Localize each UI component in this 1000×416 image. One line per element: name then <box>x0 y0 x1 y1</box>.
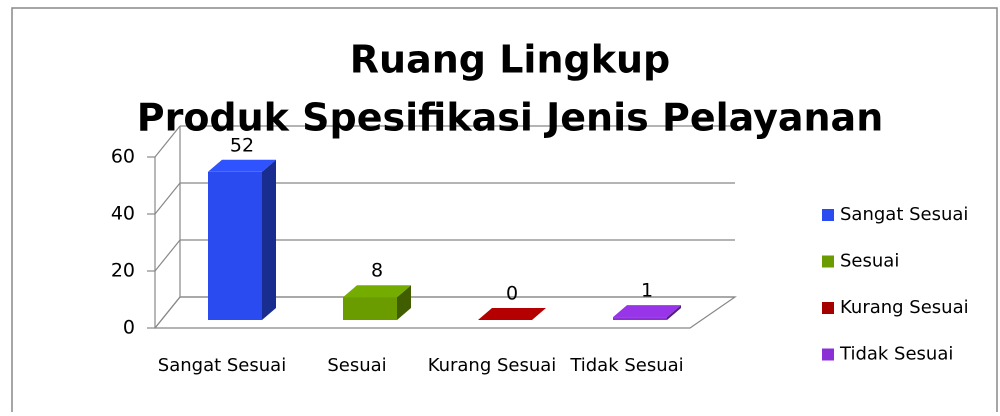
bar-side <box>667 305 681 320</box>
bar-top <box>613 305 681 318</box>
side-grid-line <box>154 125 181 158</box>
bar <box>613 305 681 320</box>
x-tick-label: Kurang Sesuai <box>428 355 557 376</box>
x-tick-label: Sangat Sesuai <box>158 355 286 376</box>
bar <box>478 308 546 320</box>
plot-area <box>147 125 737 329</box>
side-grid-line <box>154 239 181 272</box>
side-grid-line <box>154 296 181 329</box>
data-label: 52 <box>230 134 254 156</box>
y-tick-label: 40 <box>111 203 135 225</box>
bar-top <box>478 308 546 320</box>
legend-swatch <box>822 209 834 221</box>
bar-top <box>343 285 411 298</box>
bar-side <box>397 285 411 320</box>
bar-front <box>343 297 397 320</box>
bar-top <box>208 159 276 172</box>
side-grid-line <box>154 182 181 215</box>
legend-label: Tidak Sesuai <box>839 344 953 365</box>
x-tick-label: Sesuai <box>327 355 386 376</box>
legend-swatch <box>822 348 834 361</box>
legend-label: Kurang Sesuai <box>840 297 969 318</box>
chart-title: Ruang Lingkup <box>350 38 670 82</box>
data-label: 8 <box>371 260 383 282</box>
y-tick-label: 20 <box>111 260 135 282</box>
bar-side <box>262 159 276 320</box>
legend-swatch <box>822 302 834 314</box>
bar-front <box>208 171 262 320</box>
bar <box>343 285 411 320</box>
legend-label: Sangat Sesuai <box>840 204 968 225</box>
bar-front <box>613 317 667 320</box>
chart-subtitle: Produk Spesifikasi Jenis Pelayanan <box>137 96 884 140</box>
y-tick-label: 60 <box>111 146 135 168</box>
legend-swatch <box>822 255 834 268</box>
data-label: 1 <box>641 280 653 302</box>
y-tick-label: 0 <box>123 317 135 339</box>
bar <box>208 159 276 320</box>
legend-label: Sesuai <box>840 251 899 272</box>
x-tick-label: Tidak Sesuai <box>569 355 683 376</box>
data-label: 0 <box>506 283 518 305</box>
